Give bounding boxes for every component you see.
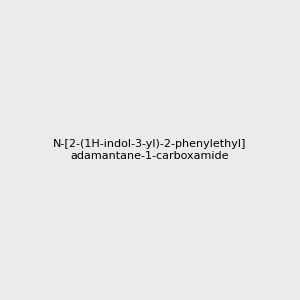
Text: N-[2-(1H-indol-3-yl)-2-phenylethyl]
adamantane-1-carboxamide: N-[2-(1H-indol-3-yl)-2-phenylethyl] adam… [53, 139, 247, 161]
